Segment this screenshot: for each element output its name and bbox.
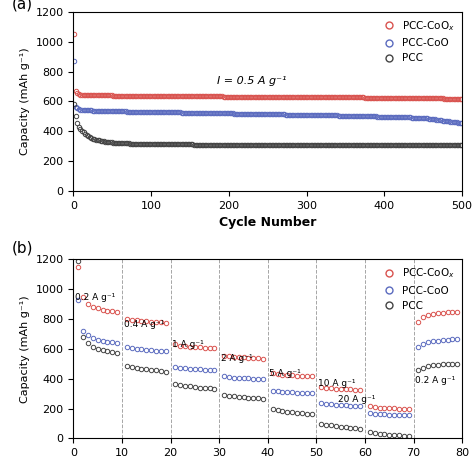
PCC (443, 142, 449, 148)
PCC-CoO (339, 113, 345, 118)
PCC (458, 142, 464, 148)
PCC-CoO (72, 58, 77, 64)
PCC-CoO$_x$ (231, 94, 237, 100)
X-axis label: Cycle Number: Cycle Number (219, 216, 317, 229)
PCC-CoO$_x$ (72, 31, 77, 37)
PCC-CoO$_x$ (227, 94, 233, 100)
Text: 1 A g⁻¹: 1 A g⁻¹ (172, 340, 204, 349)
PCC (339, 142, 345, 147)
PCC-CoO$_x$ (295, 94, 301, 100)
PCC-CoO$_x$ (339, 94, 345, 100)
PCC-CoO (135, 109, 141, 115)
Text: 0.2 A g⁻¹: 0.2 A g⁻¹ (415, 376, 455, 385)
Line: PCC-CoO: PCC-CoO (72, 59, 464, 125)
Text: I = 0.5 A g⁻¹: I = 0.5 A g⁻¹ (217, 75, 287, 85)
Line: PCC: PCC (72, 101, 464, 147)
PCC-CoO (295, 112, 301, 118)
Text: (a): (a) (11, 0, 32, 11)
Text: 5 A g⁻¹: 5 A g⁻¹ (269, 369, 301, 378)
Legend: PCC-CoO$_x$, PCC-CoO, PCC: PCC-CoO$_x$, PCC-CoO, PCC (376, 264, 457, 313)
PCC-CoO (458, 120, 464, 126)
Y-axis label: Capacity (mAh g⁻¹): Capacity (mAh g⁻¹) (20, 48, 30, 155)
Text: 0.2 A g⁻¹: 0.2 A g⁻¹ (75, 293, 115, 302)
PCC (295, 142, 301, 147)
Legend: PCC-CoO$_x$, PCC-CoO, PCC: PCC-CoO$_x$, PCC-CoO, PCC (376, 17, 457, 65)
Text: 20 A g⁻¹: 20 A g⁻¹ (338, 395, 375, 404)
PCC (72, 101, 77, 107)
PCC-CoO$_x$ (443, 96, 449, 101)
Line: PCC-CoO$_x$: PCC-CoO$_x$ (72, 32, 464, 101)
PCC-CoO (443, 118, 449, 124)
Text: 2 A g⁻¹: 2 A g⁻¹ (221, 354, 252, 363)
PCC-CoO (227, 110, 233, 116)
Y-axis label: Capacity (mAh g⁻¹): Capacity (mAh g⁻¹) (20, 295, 30, 402)
Text: 0.4 A g⁻¹: 0.4 A g⁻¹ (124, 320, 164, 329)
Text: 10 A g⁻¹: 10 A g⁻¹ (318, 379, 356, 388)
Text: (b): (b) (11, 240, 33, 255)
PCC-CoO$_x$ (458, 96, 464, 101)
PCC (231, 142, 237, 147)
PCC-CoO$_x$ (135, 93, 141, 99)
PCC-CoO (231, 111, 237, 117)
PCC (227, 142, 233, 147)
PCC (135, 141, 141, 146)
